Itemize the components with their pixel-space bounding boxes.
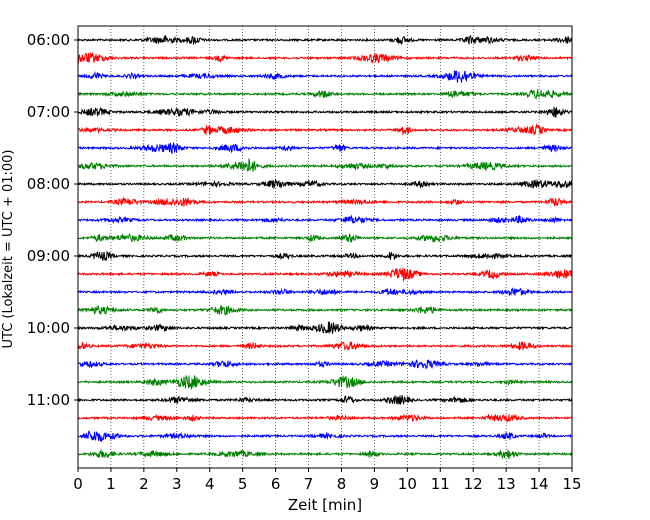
trace-0945	[77, 304, 573, 316]
trace-1145	[77, 449, 573, 460]
x-tick-label: 13	[497, 475, 516, 493]
x-tick-label: 7	[304, 475, 314, 493]
trace-1100	[77, 395, 573, 405]
x-tick-label: 9	[370, 475, 380, 493]
y-tick-label: 09:00	[27, 247, 70, 265]
y-tick-label: 07:00	[27, 103, 70, 121]
x-tick-label: 1	[106, 475, 116, 493]
plot-frame	[77, 25, 573, 469]
x-axis-label: Zeit [min]	[288, 496, 362, 514]
trace-1045	[77, 375, 573, 390]
trace-0815	[77, 196, 573, 207]
trace-group	[77, 34, 573, 460]
y-axis-label: UTC (Lokalzeit = UTC + 01:00)	[1, 150, 16, 349]
trace-0615	[77, 52, 573, 65]
trace-0745	[77, 158, 573, 172]
trace-0930	[77, 287, 573, 297]
x-tick-label: 4	[205, 475, 215, 493]
trace-0700	[77, 106, 573, 118]
trace-1000	[77, 321, 573, 334]
x-tick-label: 15	[562, 475, 581, 493]
x-tick-label: 2	[139, 475, 149, 493]
x-tick-label: 6	[271, 475, 281, 493]
x-tick-label: 12	[464, 475, 483, 493]
trace-1030	[77, 358, 573, 370]
trace-0600	[77, 34, 573, 46]
y-axis-ticks: 06:00 07:00 08:00 09:00 10:00 11:00	[27, 31, 78, 409]
x-tick-label: 5	[238, 475, 248, 493]
trace-1015	[77, 341, 573, 351]
trace-0800	[77, 178, 573, 190]
x-tick-label: 14	[530, 475, 549, 493]
y-tick-label: 06:00	[27, 31, 70, 49]
trace-0845	[77, 232, 573, 243]
x-tick-label: 3	[172, 475, 182, 493]
trace-0715	[77, 123, 572, 136]
x-tick-label: 0	[73, 475, 83, 493]
x-tick-label: 10	[398, 475, 417, 493]
trace-0645	[77, 89, 573, 100]
x-tick-label: 8	[337, 475, 347, 493]
trace-1130	[77, 430, 573, 443]
trace-0730	[77, 141, 573, 155]
trace-1115	[77, 413, 573, 423]
y-tick-label: 11:00	[27, 391, 70, 409]
trace-0830	[77, 214, 573, 224]
trace-0915	[77, 267, 573, 282]
x-axis-ticks: 0 1 2 3 4 5 6 7 8 9 10 11 12 13 14 15	[73, 468, 582, 493]
y-tick-label: 08:00	[27, 175, 70, 193]
trace-0630	[77, 70, 573, 83]
y-tick-label: 10:00	[27, 319, 70, 337]
x-tick-label: 11	[431, 475, 450, 493]
trace-0900	[77, 251, 573, 261]
